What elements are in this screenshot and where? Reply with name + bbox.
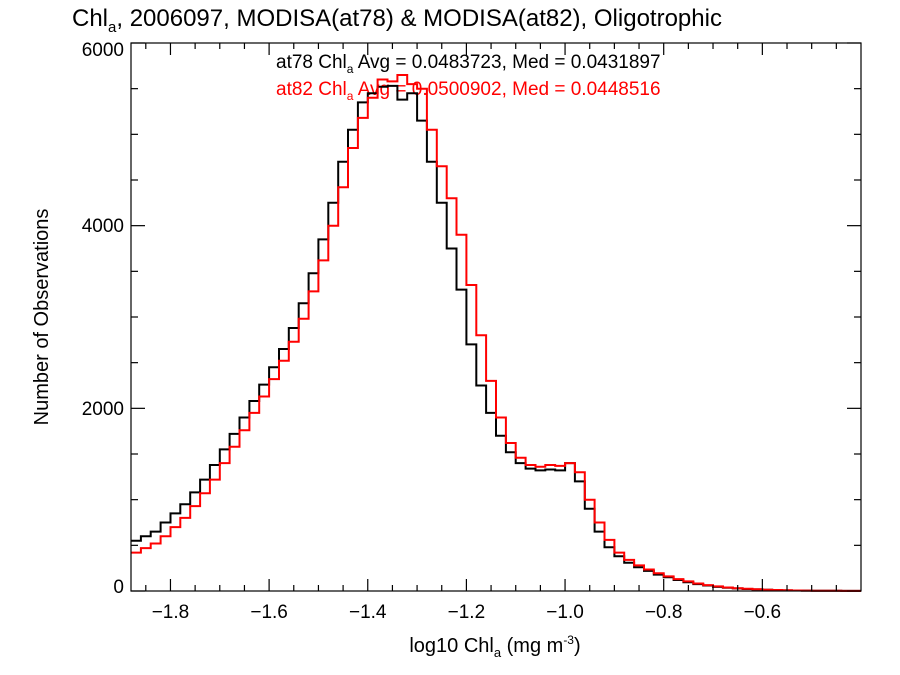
x-tick-label: −1.4	[349, 602, 387, 623]
series-layer	[131, 74, 861, 592]
y-tick-label: 0	[113, 577, 124, 598]
annotation-at78-stats: Avg = 0.0483723, Med = 0.0431897	[353, 52, 660, 73]
x-axis-label: log10 Chla (mg m-3)	[409, 633, 580, 660]
annotation-at82-text: at82 Chl	[276, 79, 347, 100]
y-tick-label: 4000	[82, 216, 124, 237]
x-tick-label: −1.2	[448, 602, 486, 623]
annotation-at82-stats: Avg = 0.0500902, Med = 0.0448516	[353, 79, 660, 100]
chart-title-rest: , 2006097, MODISA(at78) & MODISA(at82), …	[116, 5, 722, 32]
x-tick-label: −0.6	[744, 602, 782, 623]
annotation-at78-text: at78 Chl	[276, 52, 347, 73]
annotation-at82-subscript: a	[347, 89, 354, 103]
x-tick-label: −1.0	[546, 602, 584, 623]
chart-title: Chla, 2006097, MODISA(at78) & MODISA(at8…	[72, 5, 722, 36]
annotation-at78: at78 Chla Avg = 0.0483723, Med = 0.04318…	[276, 52, 661, 76]
annotation-at82: at82 Chla Avg = 0.0500902, Med = 0.04485…	[276, 79, 661, 103]
chart-title-subscript: a	[108, 19, 117, 36]
annotation-at78-subscript: a	[347, 62, 354, 76]
y-tick-label: 6000	[82, 40, 124, 61]
y-axis-label: Number of Observations	[31, 209, 53, 426]
series-line-at82	[131, 74, 861, 592]
tick-layer: −1.8 −1.6 −1.4 −1.2 −1.0 −0.8 −0.6 0 2000 4000 600…	[82, 40, 861, 623]
x-tick-label: −1.6	[250, 602, 288, 623]
x-axis-label-text: log10 Chl	[409, 635, 494, 657]
chart-title-main: Chl	[72, 5, 108, 32]
x-axis-label-close: )	[574, 635, 581, 657]
x-axis-label-superscript: -3	[563, 633, 574, 647]
x-tick-label: −1.8	[152, 602, 190, 623]
x-axis-label-units: (mg m	[501, 635, 563, 657]
x-axis-label-subscript: a	[494, 645, 502, 660]
x-tick-label: −0.8	[645, 602, 683, 623]
y-tick-label: 2000	[82, 399, 124, 420]
